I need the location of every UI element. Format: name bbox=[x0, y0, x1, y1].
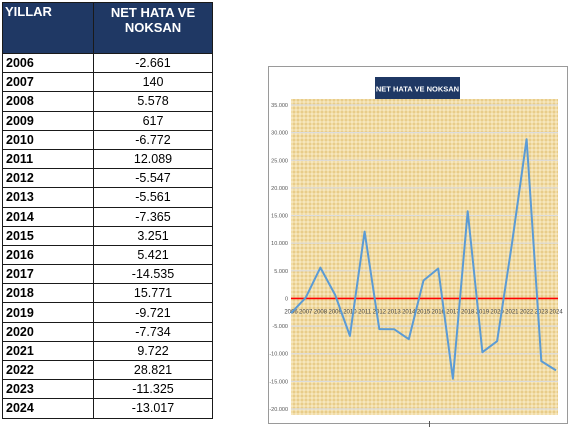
row-value: 15.771 bbox=[93, 283, 213, 304]
table-row: 2006 -2.661 bbox=[2, 52, 213, 74]
table-row: 2022 28.821 bbox=[2, 359, 213, 381]
row-year: 2024 bbox=[2, 398, 94, 419]
table-row: 2019 -9.721 bbox=[2, 302, 213, 323]
row-year: 2016 bbox=[2, 244, 94, 266]
table-row: 2020 -7.734 bbox=[2, 321, 213, 342]
row-value: 140 bbox=[93, 72, 213, 93]
row-year: 2017 bbox=[2, 264, 94, 285]
stray-tick bbox=[429, 421, 430, 427]
table-row: 2008 5.578 bbox=[2, 91, 213, 112]
table-row: 2023 -11.325 bbox=[2, 379, 213, 400]
row-year: 2013 bbox=[2, 187, 94, 208]
row-value: 9.722 bbox=[93, 340, 213, 362]
row-value: -6.772 bbox=[93, 129, 213, 150]
row-year: 2019 bbox=[2, 302, 94, 323]
row-value: 3.251 bbox=[93, 225, 213, 246]
table-row: 2007 140 bbox=[2, 72, 213, 93]
x-tick-label: 2008 bbox=[314, 309, 328, 315]
x-tick-label: 2022 bbox=[520, 309, 534, 315]
row-value: -7.734 bbox=[93, 321, 213, 342]
y-tick-label: -20.000 bbox=[269, 407, 288, 413]
x-tick-label: 2019 bbox=[476, 309, 490, 315]
y-tick-label: 15.000 bbox=[271, 214, 288, 220]
data-table: YILLAR NET HATA VE NOKSAN 2006 -2.661 2007… bbox=[2, 2, 213, 419]
x-tick-label: 2018 bbox=[461, 309, 475, 315]
y-tick-label: 35.000 bbox=[271, 103, 288, 109]
y-tick-label: 0 bbox=[285, 296, 288, 302]
x-tick-label: 2017 bbox=[446, 309, 460, 315]
table-row: 2017 -14.535 bbox=[2, 264, 213, 285]
row-year: 2011 bbox=[2, 148, 94, 170]
row-year: 2008 bbox=[2, 91, 94, 112]
table-row: 2011 12.089 bbox=[2, 148, 213, 170]
table-row: 2010 -6.772 bbox=[2, 129, 213, 150]
x-tick-label: 2007 bbox=[299, 309, 313, 315]
row-year: 2015 bbox=[2, 225, 94, 246]
table-header-row: YILLAR NET HATA VE NOKSAN bbox=[2, 2, 213, 54]
x-tick-label: 2020 bbox=[490, 309, 504, 315]
row-year: 2007 bbox=[2, 72, 94, 93]
row-value: -13.017 bbox=[93, 398, 213, 419]
row-year: 2010 bbox=[2, 129, 94, 150]
row-year: 2006 bbox=[2, 52, 94, 74]
table-row: 2021 9.722 bbox=[2, 340, 213, 362]
chart-title-box bbox=[375, 77, 460, 99]
x-tick-label: 2016 bbox=[432, 309, 446, 315]
row-value: -5.561 bbox=[93, 187, 213, 208]
y-tick-label: 25.000 bbox=[271, 158, 288, 164]
row-value: -7.365 bbox=[93, 206, 213, 227]
row-value: 617 bbox=[93, 110, 213, 131]
row-year: 2020 bbox=[2, 321, 94, 342]
table-row: 2018 15.771 bbox=[2, 283, 213, 304]
row-year: 2014 bbox=[2, 206, 94, 227]
x-tick-label: 2021 bbox=[505, 309, 519, 315]
table-row: 2014 -7.365 bbox=[2, 206, 213, 227]
row-year: 2022 bbox=[2, 359, 94, 381]
row-value: -14.535 bbox=[93, 264, 213, 285]
x-tick-label: 2010 bbox=[343, 309, 357, 315]
x-tick-label: 2023 bbox=[535, 309, 549, 315]
row-year: 2021 bbox=[2, 340, 94, 362]
x-tick-label: 2014 bbox=[402, 309, 416, 315]
table-row: 2013 -5.561 bbox=[2, 187, 213, 208]
x-tick-label: 2024 bbox=[549, 309, 563, 315]
row-value: -2.661 bbox=[93, 52, 213, 74]
table-row: 2016 5.421 bbox=[2, 244, 213, 266]
table-row: 2012 -5.547 bbox=[2, 168, 213, 189]
line-chart: 35.000 30.000 25.000 20.000 15.000 10.000 5.00… bbox=[269, 77, 563, 415]
table-row: 2009 617 bbox=[2, 110, 213, 131]
x-tick-label: 2011 bbox=[358, 309, 372, 315]
table-row: 2024 -13.017 bbox=[2, 398, 213, 419]
row-value: 28.821 bbox=[93, 359, 213, 381]
row-value: -9.721 bbox=[93, 302, 213, 323]
y-tick-label: -5.000 bbox=[272, 324, 288, 330]
header-years: YILLAR bbox=[2, 2, 94, 54]
x-tick-label: 2009 bbox=[328, 309, 342, 315]
x-tick-label: 2012 bbox=[373, 309, 387, 315]
y-tick-label: 30.000 bbox=[271, 131, 288, 137]
x-tick-label: 2015 bbox=[417, 309, 431, 315]
chart-panel: 35.000 30.000 25.000 20.000 15.000 10.000 5.00… bbox=[268, 66, 568, 424]
y-tick-label: 5.000 bbox=[274, 269, 288, 275]
row-value: -5.547 bbox=[93, 168, 213, 189]
row-year: 2012 bbox=[2, 168, 94, 189]
row-value: 5.578 bbox=[93, 91, 213, 112]
y-tick-label: -10.000 bbox=[269, 352, 288, 358]
y-tick-label: 20.000 bbox=[271, 186, 288, 192]
row-value: 12.089 bbox=[93, 148, 213, 170]
row-value: -11.325 bbox=[93, 379, 213, 400]
row-value: 5.421 bbox=[93, 244, 213, 266]
row-year: 2023 bbox=[2, 379, 94, 400]
chart-title: NET HATA VE NOKSAN bbox=[376, 85, 459, 94]
header-net-error: NET HATA VE NOKSAN bbox=[93, 2, 213, 54]
series-line bbox=[290, 138, 557, 380]
table-row: 2015 3.251 bbox=[2, 225, 213, 246]
plot-area bbox=[291, 99, 558, 415]
y-tick-label: 10.000 bbox=[271, 241, 288, 247]
row-year: 2018 bbox=[2, 283, 94, 304]
row-year: 2009 bbox=[2, 110, 94, 131]
y-tick-label: -15.000 bbox=[269, 379, 288, 385]
x-tick-label: 2013 bbox=[387, 309, 401, 315]
